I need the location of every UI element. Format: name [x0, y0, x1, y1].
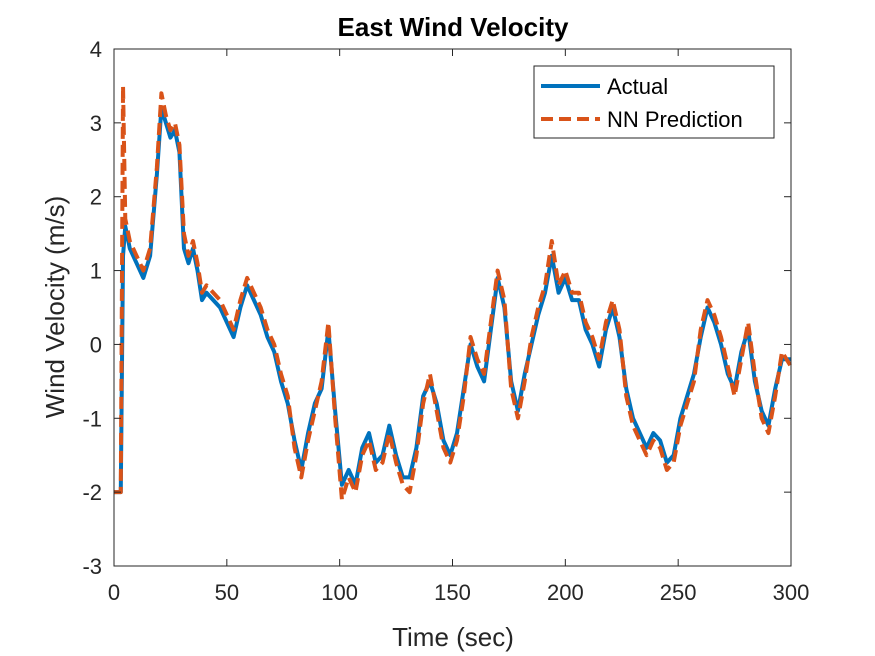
legend-label-nn-prediction: NN Prediction — [607, 107, 743, 132]
series-line-nn-prediction — [114, 83, 793, 502]
y-tick-label: 3 — [90, 111, 102, 136]
y-tick-label: -1 — [82, 406, 102, 431]
y-tick-label: 1 — [90, 259, 102, 284]
x-tick-label: 300 — [773, 580, 810, 605]
y-tick-label: -2 — [82, 480, 102, 505]
x-tick-label: 250 — [660, 580, 697, 605]
x-tick-label: 100 — [321, 580, 358, 605]
y-tick-label: -3 — [82, 554, 102, 579]
y-tick-label: 0 — [90, 332, 102, 357]
legend: Actual NN Prediction — [533, 65, 775, 139]
chart-title: East Wind Velocity — [338, 12, 569, 42]
series-layer — [114, 83, 793, 502]
x-axis-label: Time (sec) — [392, 622, 514, 652]
ticks-layer: 0 50 100 150 200 250 300 -3 -2 -1 0 1 2 3 4 — [82, 37, 809, 605]
x-tick-label: 50 — [215, 580, 239, 605]
legend-box — [533, 65, 775, 139]
x-tick-label: 0 — [108, 580, 120, 605]
y-tick-label: 2 — [90, 185, 102, 210]
x-tick-label: 150 — [434, 580, 471, 605]
legend-label-actual: Actual — [607, 74, 668, 99]
y-axis-label: Wind Velocity (m/s) — [40, 196, 70, 419]
y-tick-label: 4 — [90, 37, 102, 62]
plot-area — [114, 83, 793, 502]
x-tick-label: 200 — [547, 580, 584, 605]
